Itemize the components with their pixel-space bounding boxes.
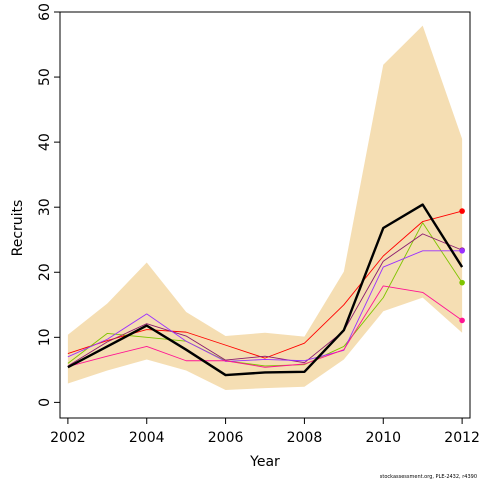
end-marker-4 (459, 247, 465, 254)
y-tick-label-0: 0 (37, 398, 53, 407)
series-line-5 (67, 285, 463, 368)
confidence-band-layer (67, 25, 463, 391)
x-tick-label-2002: 2002 (50, 430, 86, 446)
series-line-3 (67, 233, 463, 367)
x-tick-label-2010: 2010 (365, 430, 401, 446)
y-axis-title: Recruits (10, 200, 26, 257)
source-caption: stockassessment.org, PLE-2432, r4390 (380, 474, 477, 480)
x-tick-label-2012: 2012 (444, 430, 480, 446)
series-line-4 (67, 250, 463, 362)
series-line-0 (67, 203, 464, 377)
y-tick-label-30: 30 (37, 198, 53, 216)
end-marker-2 (459, 279, 465, 286)
y-tick-label-50: 50 (37, 68, 53, 86)
y-tick-label-40: 40 (37, 133, 53, 151)
y-tick-label-60: 60 (37, 3, 53, 21)
series-layer (67, 203, 464, 377)
end-marker-5 (459, 317, 465, 324)
end-marker-layer (459, 208, 465, 324)
confidence-band (67, 25, 463, 391)
x-axis-title: Year (249, 454, 280, 470)
x-tick-label-2004: 2004 (129, 430, 165, 446)
x-tick-label-2008: 2008 (287, 430, 323, 446)
x-tick-label-2006: 2006 (208, 430, 244, 446)
y-tick-label-20: 20 (37, 263, 53, 281)
end-marker-1 (459, 208, 465, 214)
y-tick-label-10: 10 (37, 328, 53, 346)
axes-layer: 2002 2004 2006 2008 2010 2012 0 10 20 30 40 50 60 (37, 3, 480, 446)
series-line-2 (67, 222, 463, 367)
plot-frame (59, 11, 471, 419)
